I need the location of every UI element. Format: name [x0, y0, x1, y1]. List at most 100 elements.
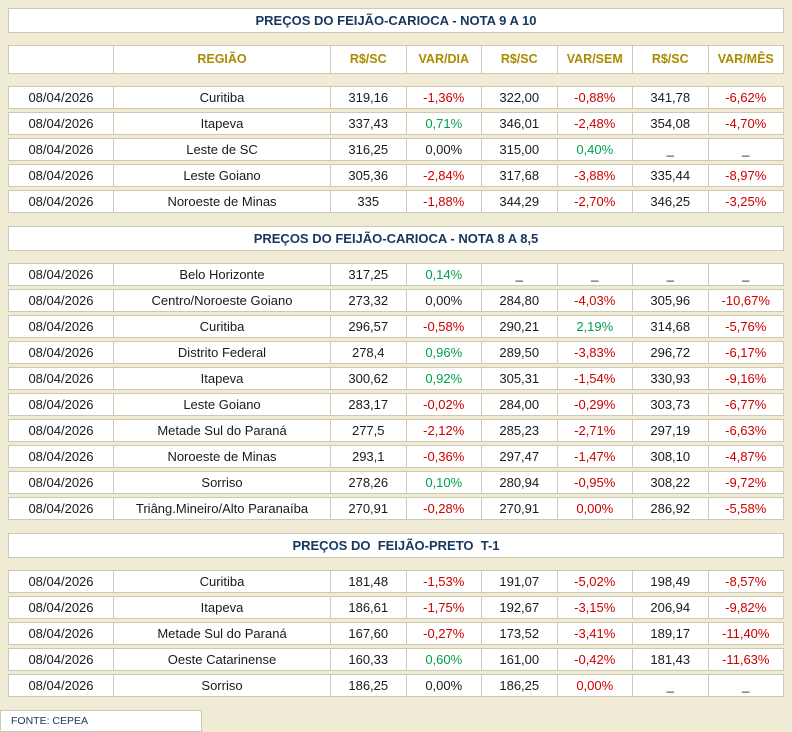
- price-cell: 160,33: [331, 649, 406, 670]
- price-cell: 315,00: [482, 139, 557, 160]
- region-cell: Distrito Federal: [114, 342, 330, 363]
- region-cell: Leste Goiano: [114, 165, 330, 186]
- table-row: 08/04/2026 Leste Goiano 283,17 -0,02% 284,00…: [8, 393, 784, 416]
- variation-cell: 0,10%: [406, 472, 481, 493]
- variation-cell: -11,63%: [708, 649, 783, 670]
- empty-value-cell: _: [708, 675, 783, 696]
- region-cell: Itapeva: [114, 597, 330, 618]
- table-row: 08/04/2026 Centro/Noroeste Goiano 273,32 0,…: [8, 289, 784, 312]
- region-cell: Centro/Noroeste Goiano: [114, 290, 330, 311]
- date-cell: 08/04/2026: [9, 571, 113, 592]
- variation-cell: -3,25%: [708, 191, 783, 212]
- price-cell: 317,68: [482, 165, 557, 186]
- table-row: 08/04/2026 Curitiba 181,48 -1,53% 191,07 -5,0…: [8, 570, 784, 593]
- column-header: VAR/MÊS: [708, 46, 783, 73]
- date-cell: 08/04/2026: [9, 139, 113, 160]
- date-cell: 08/04/2026: [9, 498, 113, 519]
- variation-cell: -4,03%: [557, 290, 632, 311]
- region-cell: Metade Sul do Paraná: [114, 420, 330, 441]
- price-cell: 278,4: [331, 342, 406, 363]
- price-cell: 337,43: [331, 113, 406, 134]
- price-cell: 198,49: [633, 571, 708, 592]
- region-cell: Metade Sul do Paraná: [114, 623, 330, 644]
- variation-cell: -3,83%: [557, 342, 632, 363]
- price-cell: 346,25: [633, 191, 708, 212]
- variation-cell: 0,92%: [406, 368, 481, 389]
- variation-cell: 2,19%: [557, 316, 632, 337]
- variation-cell: -3,88%: [557, 165, 632, 186]
- variation-cell: -5,58%: [708, 498, 783, 519]
- price-cell: 305,36: [331, 165, 406, 186]
- region-cell: Sorriso: [114, 675, 330, 696]
- empty-value-cell: _: [557, 264, 632, 285]
- section-title: PREÇOS DO FEIJÃO-PRETO T-1: [8, 533, 784, 558]
- variation-cell: -6,63%: [708, 420, 783, 441]
- variation-cell: -9,82%: [708, 597, 783, 618]
- price-cell: 322,00: [482, 87, 557, 108]
- price-cell: 335: [331, 191, 406, 212]
- variation-cell: -5,02%: [557, 571, 632, 592]
- price-cell: 161,00: [482, 649, 557, 670]
- variation-cell: -6,77%: [708, 394, 783, 415]
- column-header: VAR/SEM: [557, 46, 632, 73]
- variation-cell: 0,00%: [557, 675, 632, 696]
- variation-cell: -0,28%: [406, 498, 481, 519]
- region-cell: Itapeva: [114, 368, 330, 389]
- table-header-row: REGIÃO R$/SC VAR/DIA R$/SC VAR/SEM R$/SC VAR/M…: [8, 45, 784, 74]
- variation-cell: -9,16%: [708, 368, 783, 389]
- price-cell: 191,07: [482, 571, 557, 592]
- variation-cell: -0,58%: [406, 316, 481, 337]
- table-row: 08/04/2026 Oeste Catarinense 160,33 0,60% 16…: [8, 648, 784, 671]
- table-row: 08/04/2026 Metade Sul do Paraná 277,5 -2,12…: [8, 419, 784, 442]
- variation-cell: -4,70%: [708, 113, 783, 134]
- variation-cell: 0,71%: [406, 113, 481, 134]
- date-cell: 08/04/2026: [9, 649, 113, 670]
- region-cell: Oeste Catarinense: [114, 649, 330, 670]
- variation-cell: -0,29%: [557, 394, 632, 415]
- price-cell: 285,23: [482, 420, 557, 441]
- variation-cell: -3,15%: [557, 597, 632, 618]
- variation-cell: -2,84%: [406, 165, 481, 186]
- variation-cell: -1,36%: [406, 87, 481, 108]
- date-cell: 08/04/2026: [9, 394, 113, 415]
- header-empty-cell: [9, 46, 113, 73]
- variation-cell: -2,48%: [557, 113, 632, 134]
- table-row: 08/04/2026 Sorriso 186,25 0,00% 186,25 0,00% _…: [8, 674, 784, 697]
- price-cell: 300,62: [331, 368, 406, 389]
- variation-cell: -6,17%: [708, 342, 783, 363]
- section-title: PREÇOS DO FEIJÃO-CARIOCA - NOTA 9 A 10: [8, 8, 784, 33]
- variation-cell: 0,60%: [406, 649, 481, 670]
- variation-cell: -0,88%: [557, 87, 632, 108]
- table-row: 08/04/2026 Noroeste de Minas 335 -1,88% 344,…: [8, 190, 784, 213]
- variation-cell: -2,12%: [406, 420, 481, 441]
- table-row: 08/04/2026 Leste Goiano 305,36 -2,84% 317,68…: [8, 164, 784, 187]
- date-cell: 08/04/2026: [9, 420, 113, 441]
- column-header: R$/SC: [331, 46, 406, 73]
- variation-cell: -1,75%: [406, 597, 481, 618]
- price-cell: 270,91: [331, 498, 406, 519]
- price-cell: 280,94: [482, 472, 557, 493]
- region-cell: Noroeste de Minas: [114, 446, 330, 467]
- table-row: 08/04/2026 Itapeva 300,62 0,92% 305,31 -1,54%…: [8, 367, 784, 390]
- price-cell: 319,16: [331, 87, 406, 108]
- price-table-section: PREÇOS DO FEIJÃO-PRETO T-1 08/04/2026 Curi…: [8, 533, 784, 697]
- price-cell: 186,25: [482, 675, 557, 696]
- region-cell: Sorriso: [114, 472, 330, 493]
- date-cell: 08/04/2026: [9, 623, 113, 644]
- empty-value-cell: _: [482, 264, 557, 285]
- price-cell: 314,68: [633, 316, 708, 337]
- price-cell: 305,31: [482, 368, 557, 389]
- variation-cell: -0,27%: [406, 623, 481, 644]
- table-row: 08/04/2026 Itapeva 337,43 0,71% 346,01 -2,48%…: [8, 112, 784, 135]
- price-cell: 277,5: [331, 420, 406, 441]
- table-row: 08/04/2026 Curitiba 319,16 -1,36% 322,00 -0,8…: [8, 86, 784, 109]
- variation-cell: 0,00%: [406, 675, 481, 696]
- source-label: FONTE: CEPEA: [11, 715, 89, 727]
- price-cell: 296,57: [331, 316, 406, 337]
- region-cell: Noroeste de Minas: [114, 191, 330, 212]
- price-cell: 284,80: [482, 290, 557, 311]
- table-row: 08/04/2026 Metade Sul do Paraná 167,60 -0,2…: [8, 622, 784, 645]
- table-row: 08/04/2026 Leste de SC 316,25 0,00% 315,00 0,…: [8, 138, 784, 161]
- variation-cell: 0,00%: [406, 139, 481, 160]
- price-cell: 344,29: [482, 191, 557, 212]
